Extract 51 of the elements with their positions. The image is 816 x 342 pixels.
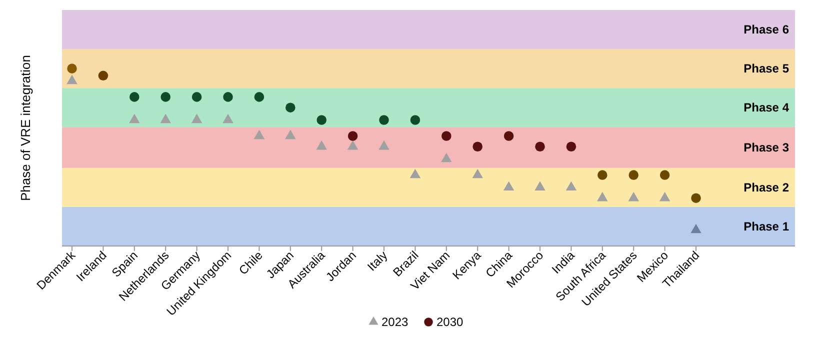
point	[441, 152, 452, 162]
point	[410, 168, 421, 178]
point	[347, 140, 358, 150]
y-axis-title: Phase of VRE integration	[18, 55, 33, 201]
point	[160, 114, 171, 124]
point	[566, 142, 576, 152]
point	[129, 114, 140, 124]
point	[67, 64, 77, 74]
point	[660, 170, 670, 180]
band-label: Phase 6	[744, 22, 790, 37]
point	[534, 181, 546, 191]
point	[379, 115, 389, 125]
point	[472, 142, 482, 152]
x-tick-label: Italy	[364, 248, 390, 274]
band-label: Phase 4	[744, 100, 790, 115]
point	[628, 170, 638, 180]
point	[472, 168, 483, 178]
legend-label: 2030	[436, 315, 464, 329]
point	[691, 193, 701, 203]
point	[410, 115, 420, 125]
point	[597, 192, 608, 202]
point	[223, 92, 233, 102]
point	[566, 181, 577, 191]
point	[160, 92, 170, 102]
point	[659, 192, 670, 202]
legend-label: 2023	[382, 315, 409, 329]
point	[316, 115, 326, 125]
point	[598, 170, 608, 180]
band-label: Phase 3	[744, 140, 790, 155]
band-label: Phase 1	[744, 219, 790, 234]
point	[192, 92, 202, 102]
point	[254, 130, 265, 140]
point	[191, 114, 202, 124]
point	[254, 92, 264, 102]
point	[316, 140, 327, 150]
point	[503, 181, 514, 191]
point	[98, 70, 108, 81]
point	[286, 102, 296, 112]
point	[378, 140, 390, 150]
band-label: Phase 5	[744, 62, 790, 76]
point	[504, 131, 514, 141]
point	[130, 92, 140, 102]
point	[348, 131, 358, 141]
point	[285, 130, 296, 140]
point	[628, 192, 639, 202]
point	[442, 131, 452, 141]
point	[66, 74, 78, 84]
point	[690, 224, 702, 234]
point	[535, 142, 545, 152]
band-label: Phase 2	[744, 180, 790, 194]
point	[222, 114, 234, 124]
